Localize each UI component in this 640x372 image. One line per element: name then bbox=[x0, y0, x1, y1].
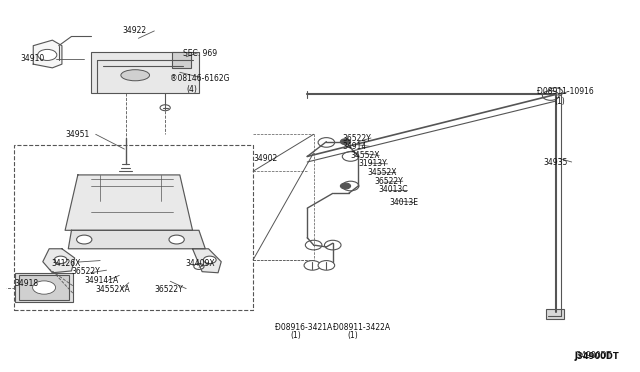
Circle shape bbox=[304, 260, 321, 270]
Text: 34914: 34914 bbox=[342, 142, 367, 151]
Bar bbox=[172, 52, 191, 68]
Ellipse shape bbox=[121, 70, 150, 81]
Circle shape bbox=[38, 49, 57, 61]
Text: (1): (1) bbox=[348, 331, 358, 340]
Circle shape bbox=[340, 183, 351, 189]
Circle shape bbox=[77, 235, 92, 244]
Text: 34902: 34902 bbox=[253, 154, 277, 163]
Circle shape bbox=[305, 240, 322, 250]
Circle shape bbox=[340, 139, 351, 145]
Text: 36522Y: 36522Y bbox=[154, 285, 183, 294]
Text: (1): (1) bbox=[554, 97, 565, 106]
Text: 34922: 34922 bbox=[122, 26, 147, 35]
Text: 34935: 34935 bbox=[543, 157, 568, 167]
Circle shape bbox=[194, 263, 204, 269]
Circle shape bbox=[342, 181, 359, 191]
Text: (1): (1) bbox=[290, 331, 301, 340]
Text: 36522Y: 36522Y bbox=[342, 134, 371, 142]
Polygon shape bbox=[43, 249, 75, 273]
Bar bbox=[14, 145, 253, 310]
Text: ®08146-6162G: ®08146-6162G bbox=[170, 74, 230, 83]
Polygon shape bbox=[65, 175, 193, 230]
Text: 349141A: 349141A bbox=[84, 276, 118, 285]
Circle shape bbox=[547, 88, 563, 97]
Text: 36522Y: 36522Y bbox=[374, 177, 403, 186]
Text: 34013E: 34013E bbox=[390, 198, 419, 207]
Circle shape bbox=[542, 91, 559, 100]
Text: J34900DT: J34900DT bbox=[575, 352, 620, 361]
Circle shape bbox=[324, 240, 341, 250]
Circle shape bbox=[169, 235, 184, 244]
Circle shape bbox=[318, 260, 335, 270]
Text: 34951: 34951 bbox=[65, 130, 90, 139]
Bar bbox=[19, 275, 69, 300]
Bar bbox=[546, 309, 564, 319]
Text: Ð08911-3422A: Ð08911-3422A bbox=[333, 323, 390, 331]
Bar bbox=[91, 52, 199, 93]
Polygon shape bbox=[68, 230, 205, 249]
Polygon shape bbox=[33, 40, 62, 68]
Text: 31913Y: 31913Y bbox=[359, 159, 388, 169]
Circle shape bbox=[33, 281, 56, 294]
Text: 34910: 34910 bbox=[20, 54, 45, 63]
Text: (4): (4) bbox=[186, 85, 197, 94]
Text: SEC. 969: SEC. 969 bbox=[183, 49, 217, 58]
Circle shape bbox=[160, 105, 170, 111]
Circle shape bbox=[342, 152, 359, 161]
Text: Ð08911-10916: Ð08911-10916 bbox=[537, 87, 593, 96]
Polygon shape bbox=[193, 249, 221, 273]
Text: 34126X: 34126X bbox=[51, 259, 81, 268]
Text: 34013C: 34013C bbox=[379, 185, 408, 194]
Circle shape bbox=[204, 256, 216, 263]
Text: Ð08916-3421A: Ð08916-3421A bbox=[275, 323, 333, 331]
Text: 34409X: 34409X bbox=[185, 259, 214, 268]
Bar bbox=[15, 273, 73, 302]
Text: 34552X: 34552X bbox=[367, 168, 397, 177]
Text: J34900DT: J34900DT bbox=[575, 351, 612, 360]
Text: 36522Y: 36522Y bbox=[72, 267, 100, 276]
Text: 34552XA: 34552XA bbox=[96, 285, 131, 294]
Circle shape bbox=[54, 256, 67, 263]
Circle shape bbox=[318, 138, 335, 147]
Text: 34918: 34918 bbox=[14, 279, 38, 288]
Text: 34552X: 34552X bbox=[351, 151, 380, 160]
